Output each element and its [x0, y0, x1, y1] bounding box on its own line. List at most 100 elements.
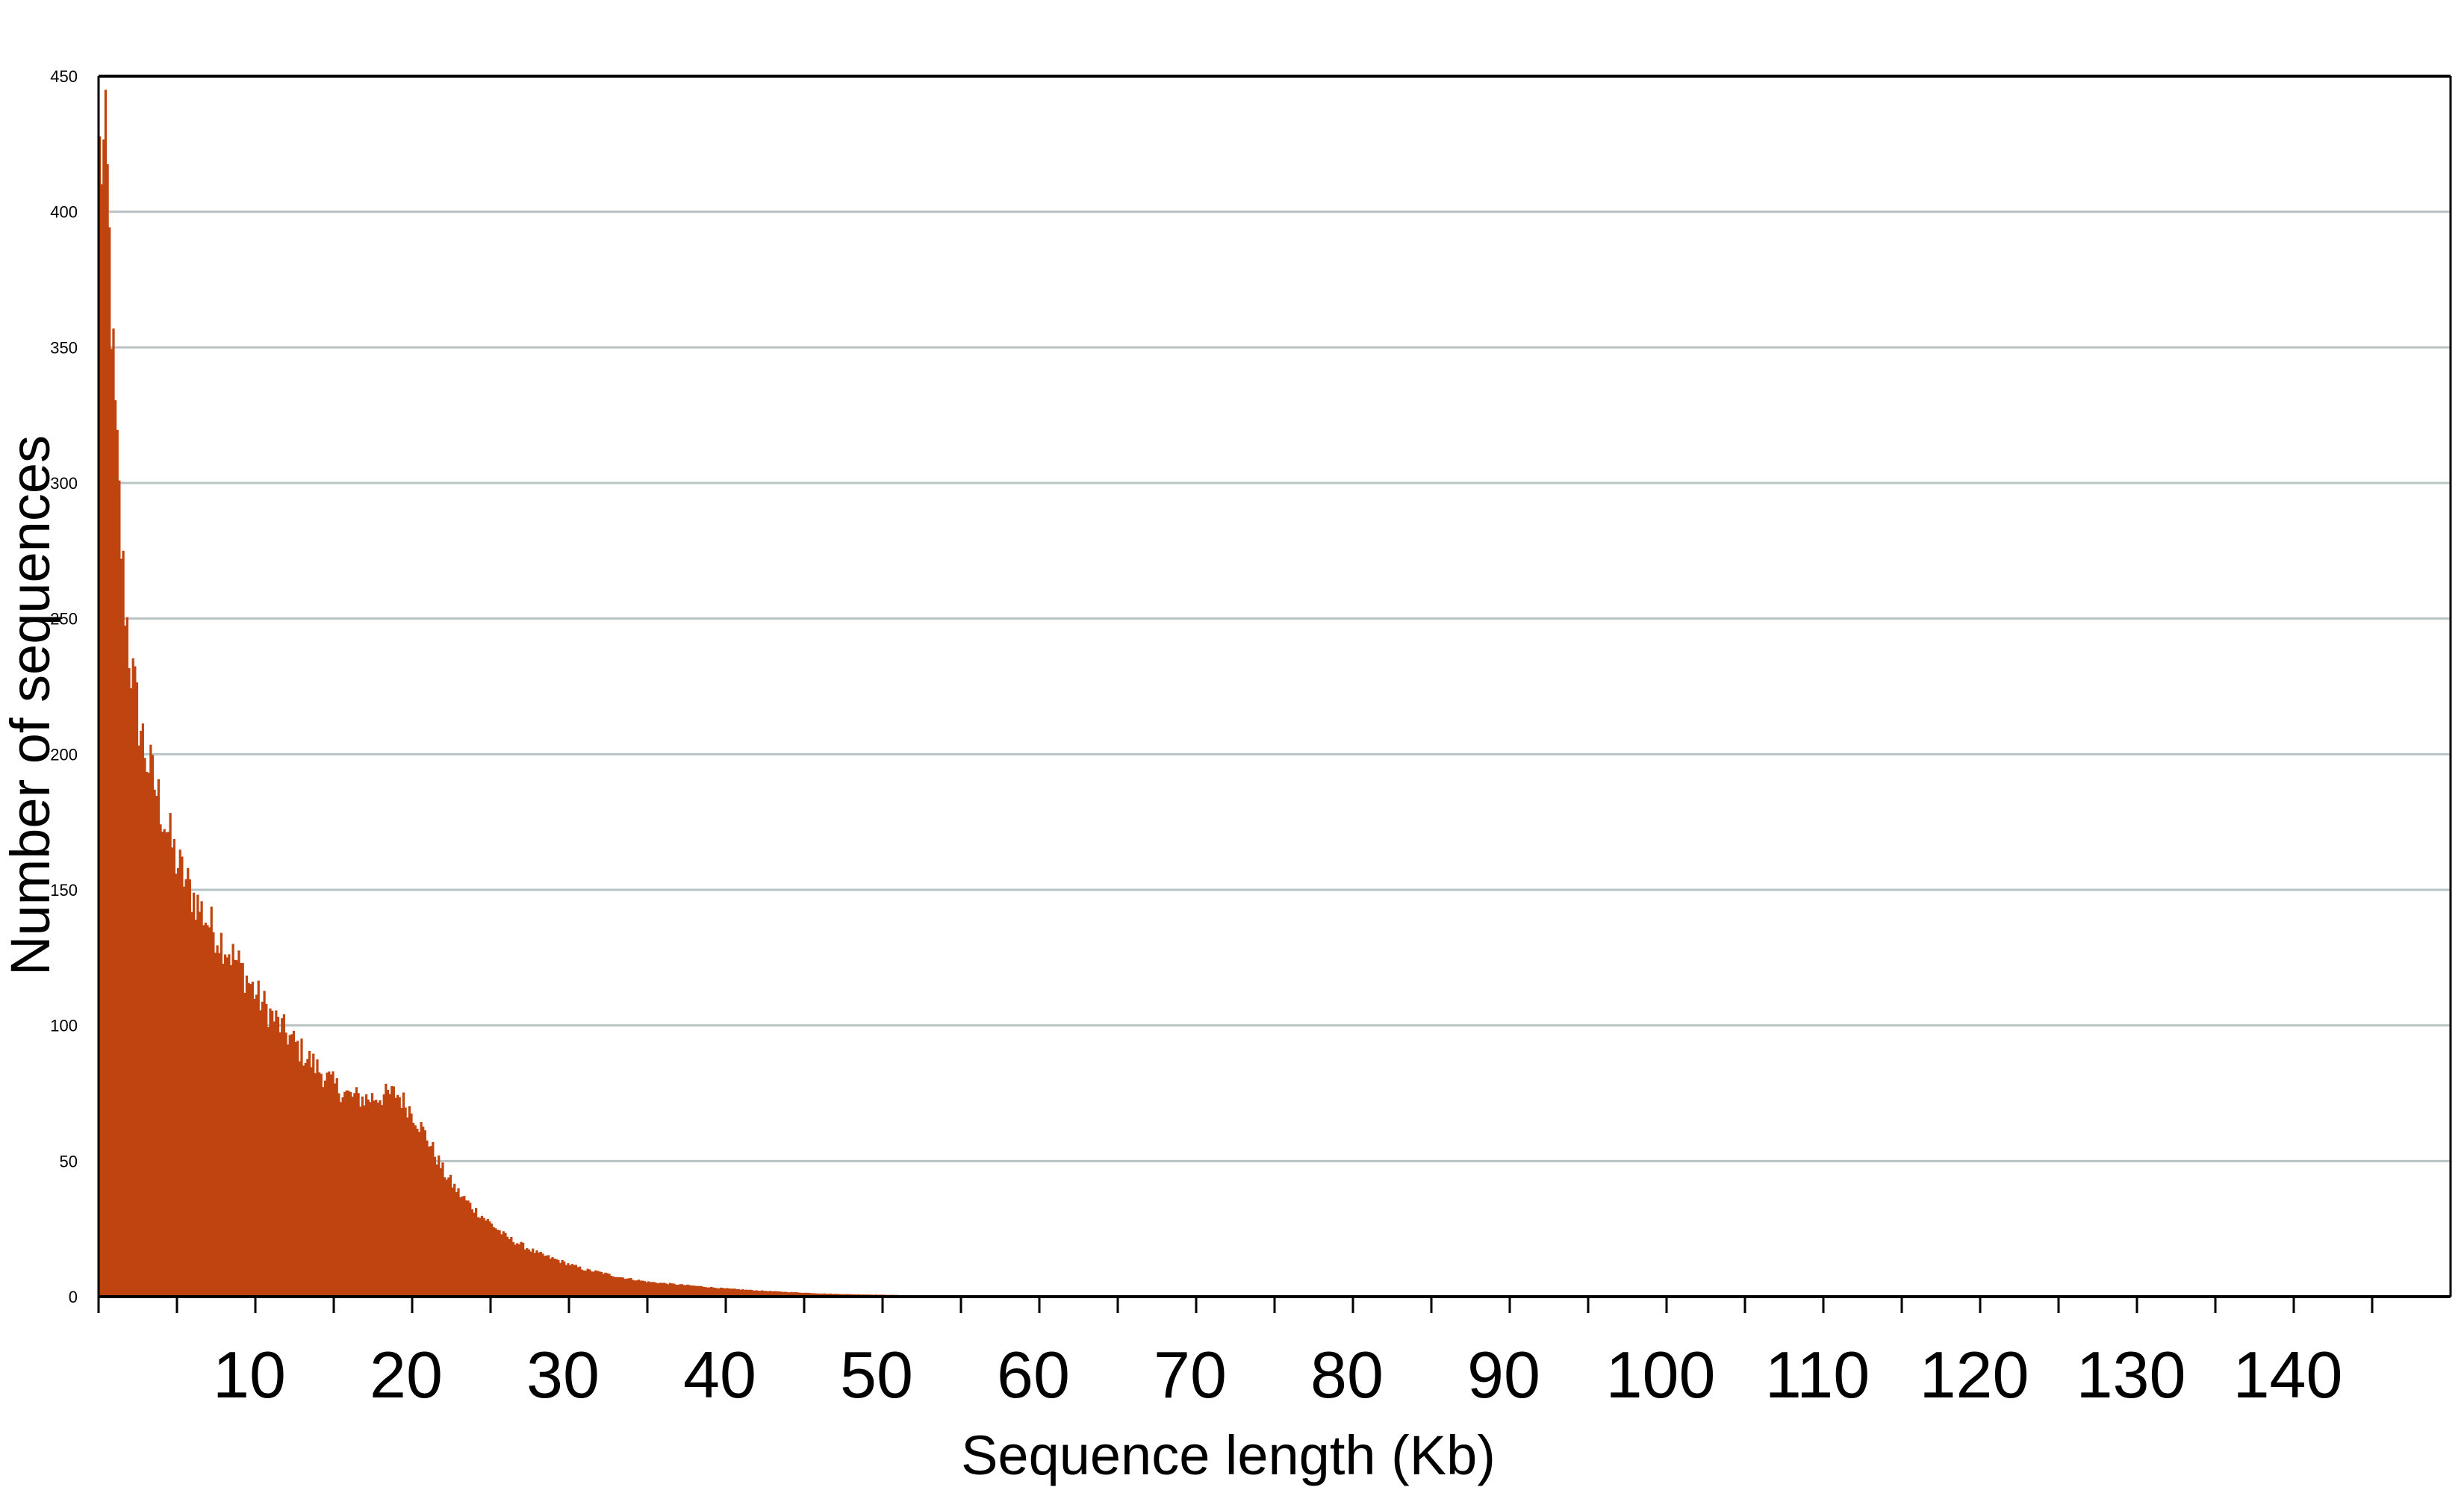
histogram-bar: [635, 1280, 638, 1297]
histogram-bar: [815, 1293, 818, 1297]
histogram-bar: [412, 1123, 415, 1297]
histogram-bar: [553, 1258, 556, 1297]
histogram-bar: [580, 1269, 583, 1297]
histogram-bar: [165, 832, 168, 1297]
histogram-bar: [147, 773, 150, 1297]
histogram-bar: [757, 1291, 760, 1297]
histogram-bar: [729, 1288, 732, 1297]
histogram-bar: [404, 1107, 407, 1297]
x-tick-label: 10: [213, 1338, 286, 1412]
x-tick-label: 100: [1606, 1338, 1716, 1412]
histogram-bar: [402, 1092, 405, 1297]
histogram-bar: [612, 1276, 615, 1297]
histogram-bar: [627, 1278, 630, 1297]
histogram-bar: [240, 963, 243, 1297]
histogram-bar: [188, 879, 191, 1297]
histogram-bar: [349, 1091, 352, 1297]
histogram-bar: [281, 1017, 284, 1297]
histogram-bar: [761, 1290, 764, 1297]
histogram-bar: [214, 953, 217, 1297]
histogram-bar: [182, 886, 186, 1297]
histogram-bar: [818, 1293, 821, 1297]
histogram-bar: [386, 1090, 390, 1297]
histogram-bar: [355, 1087, 358, 1297]
histogram-bar: [561, 1259, 564, 1297]
histogram-bar: [773, 1291, 776, 1297]
histogram-bar: [679, 1284, 682, 1297]
y-tick-label: 150: [50, 881, 78, 900]
histogram-bar: [655, 1282, 658, 1297]
histogram-bar: [282, 1014, 285, 1297]
histogram-bar: [190, 911, 193, 1297]
histogram-bar: [410, 1113, 413, 1297]
histogram-bar: [657, 1283, 660, 1297]
histogram-bar: [394, 1097, 397, 1297]
histogram-bar: [686, 1284, 689, 1297]
histogram-bar: [171, 847, 174, 1297]
histogram-bar: [110, 349, 113, 1297]
histogram-bar: [715, 1288, 719, 1297]
histogram-bar: [596, 1271, 599, 1297]
histogram-bar: [496, 1229, 500, 1297]
histogram-bar: [547, 1255, 550, 1297]
histogram-bar: [102, 139, 105, 1297]
histogram-bar: [187, 867, 190, 1297]
histogram-bar: [641, 1280, 644, 1297]
histogram-bar: [318, 1072, 321, 1297]
histogram-bar: [304, 1063, 307, 1297]
histogram-bar: [590, 1271, 594, 1297]
histogram-bar: [771, 1291, 774, 1297]
histogram-bar: [112, 328, 115, 1297]
histogram-bar: [137, 745, 140, 1297]
histogram-bar: [184, 879, 187, 1297]
histogram-bar: [438, 1155, 441, 1297]
histogram-bar: [704, 1287, 707, 1297]
histogram-bar: [181, 856, 184, 1297]
histogram-bar: [747, 1289, 750, 1297]
histogram-bar: [676, 1285, 679, 1297]
histogram-bar: [698, 1285, 701, 1297]
histogram-bar: [523, 1249, 526, 1297]
histogram-bar: [616, 1277, 619, 1297]
histogram-bar: [128, 668, 131, 1297]
histogram-bar: [400, 1108, 403, 1297]
histogram-bar: [653, 1282, 656, 1297]
y-tick-label: 350: [50, 338, 78, 357]
histogram-bar: [414, 1125, 417, 1297]
histogram-bar: [157, 779, 160, 1297]
histogram-bar: [783, 1291, 785, 1297]
histogram-bar: [745, 1289, 748, 1297]
histogram-bar: [671, 1283, 673, 1297]
histogram-bar: [216, 945, 219, 1297]
histogram-bar: [314, 1073, 317, 1297]
histogram-bar: [432, 1141, 435, 1297]
histogram-bar: [767, 1291, 770, 1297]
histogram-bar: [363, 1105, 366, 1297]
histogram-bar: [265, 1003, 268, 1297]
histogram-bar: [435, 1164, 438, 1297]
histogram-bar: [749, 1289, 752, 1297]
histogram-bar: [353, 1093, 356, 1297]
histogram-bar: [535, 1250, 538, 1297]
histogram-bar: [621, 1277, 625, 1297]
histogram-bar: [706, 1287, 709, 1297]
histogram-bar: [284, 1032, 287, 1297]
histogram-bar: [541, 1253, 544, 1297]
histogram-bar: [786, 1292, 789, 1297]
histogram-bar: [328, 1071, 331, 1297]
histogram-bar: [135, 682, 139, 1297]
histogram-bar: [444, 1177, 447, 1297]
histogram-bar: [812, 1293, 815, 1297]
histogram-bar: [820, 1293, 823, 1297]
histogram-bar: [737, 1288, 740, 1297]
histogram-bar: [485, 1220, 488, 1297]
histogram-bar: [639, 1280, 642, 1297]
histogram-bar: [369, 1102, 372, 1297]
histogram-bar: [416, 1128, 419, 1297]
y-tick-label: 0: [69, 1288, 78, 1306]
x-tick-label: 90: [1467, 1338, 1540, 1412]
histogram-bar: [563, 1261, 566, 1297]
histogram-bar: [753, 1290, 756, 1297]
histogram-bar: [273, 1021, 276, 1297]
histogram-bar: [579, 1266, 582, 1297]
